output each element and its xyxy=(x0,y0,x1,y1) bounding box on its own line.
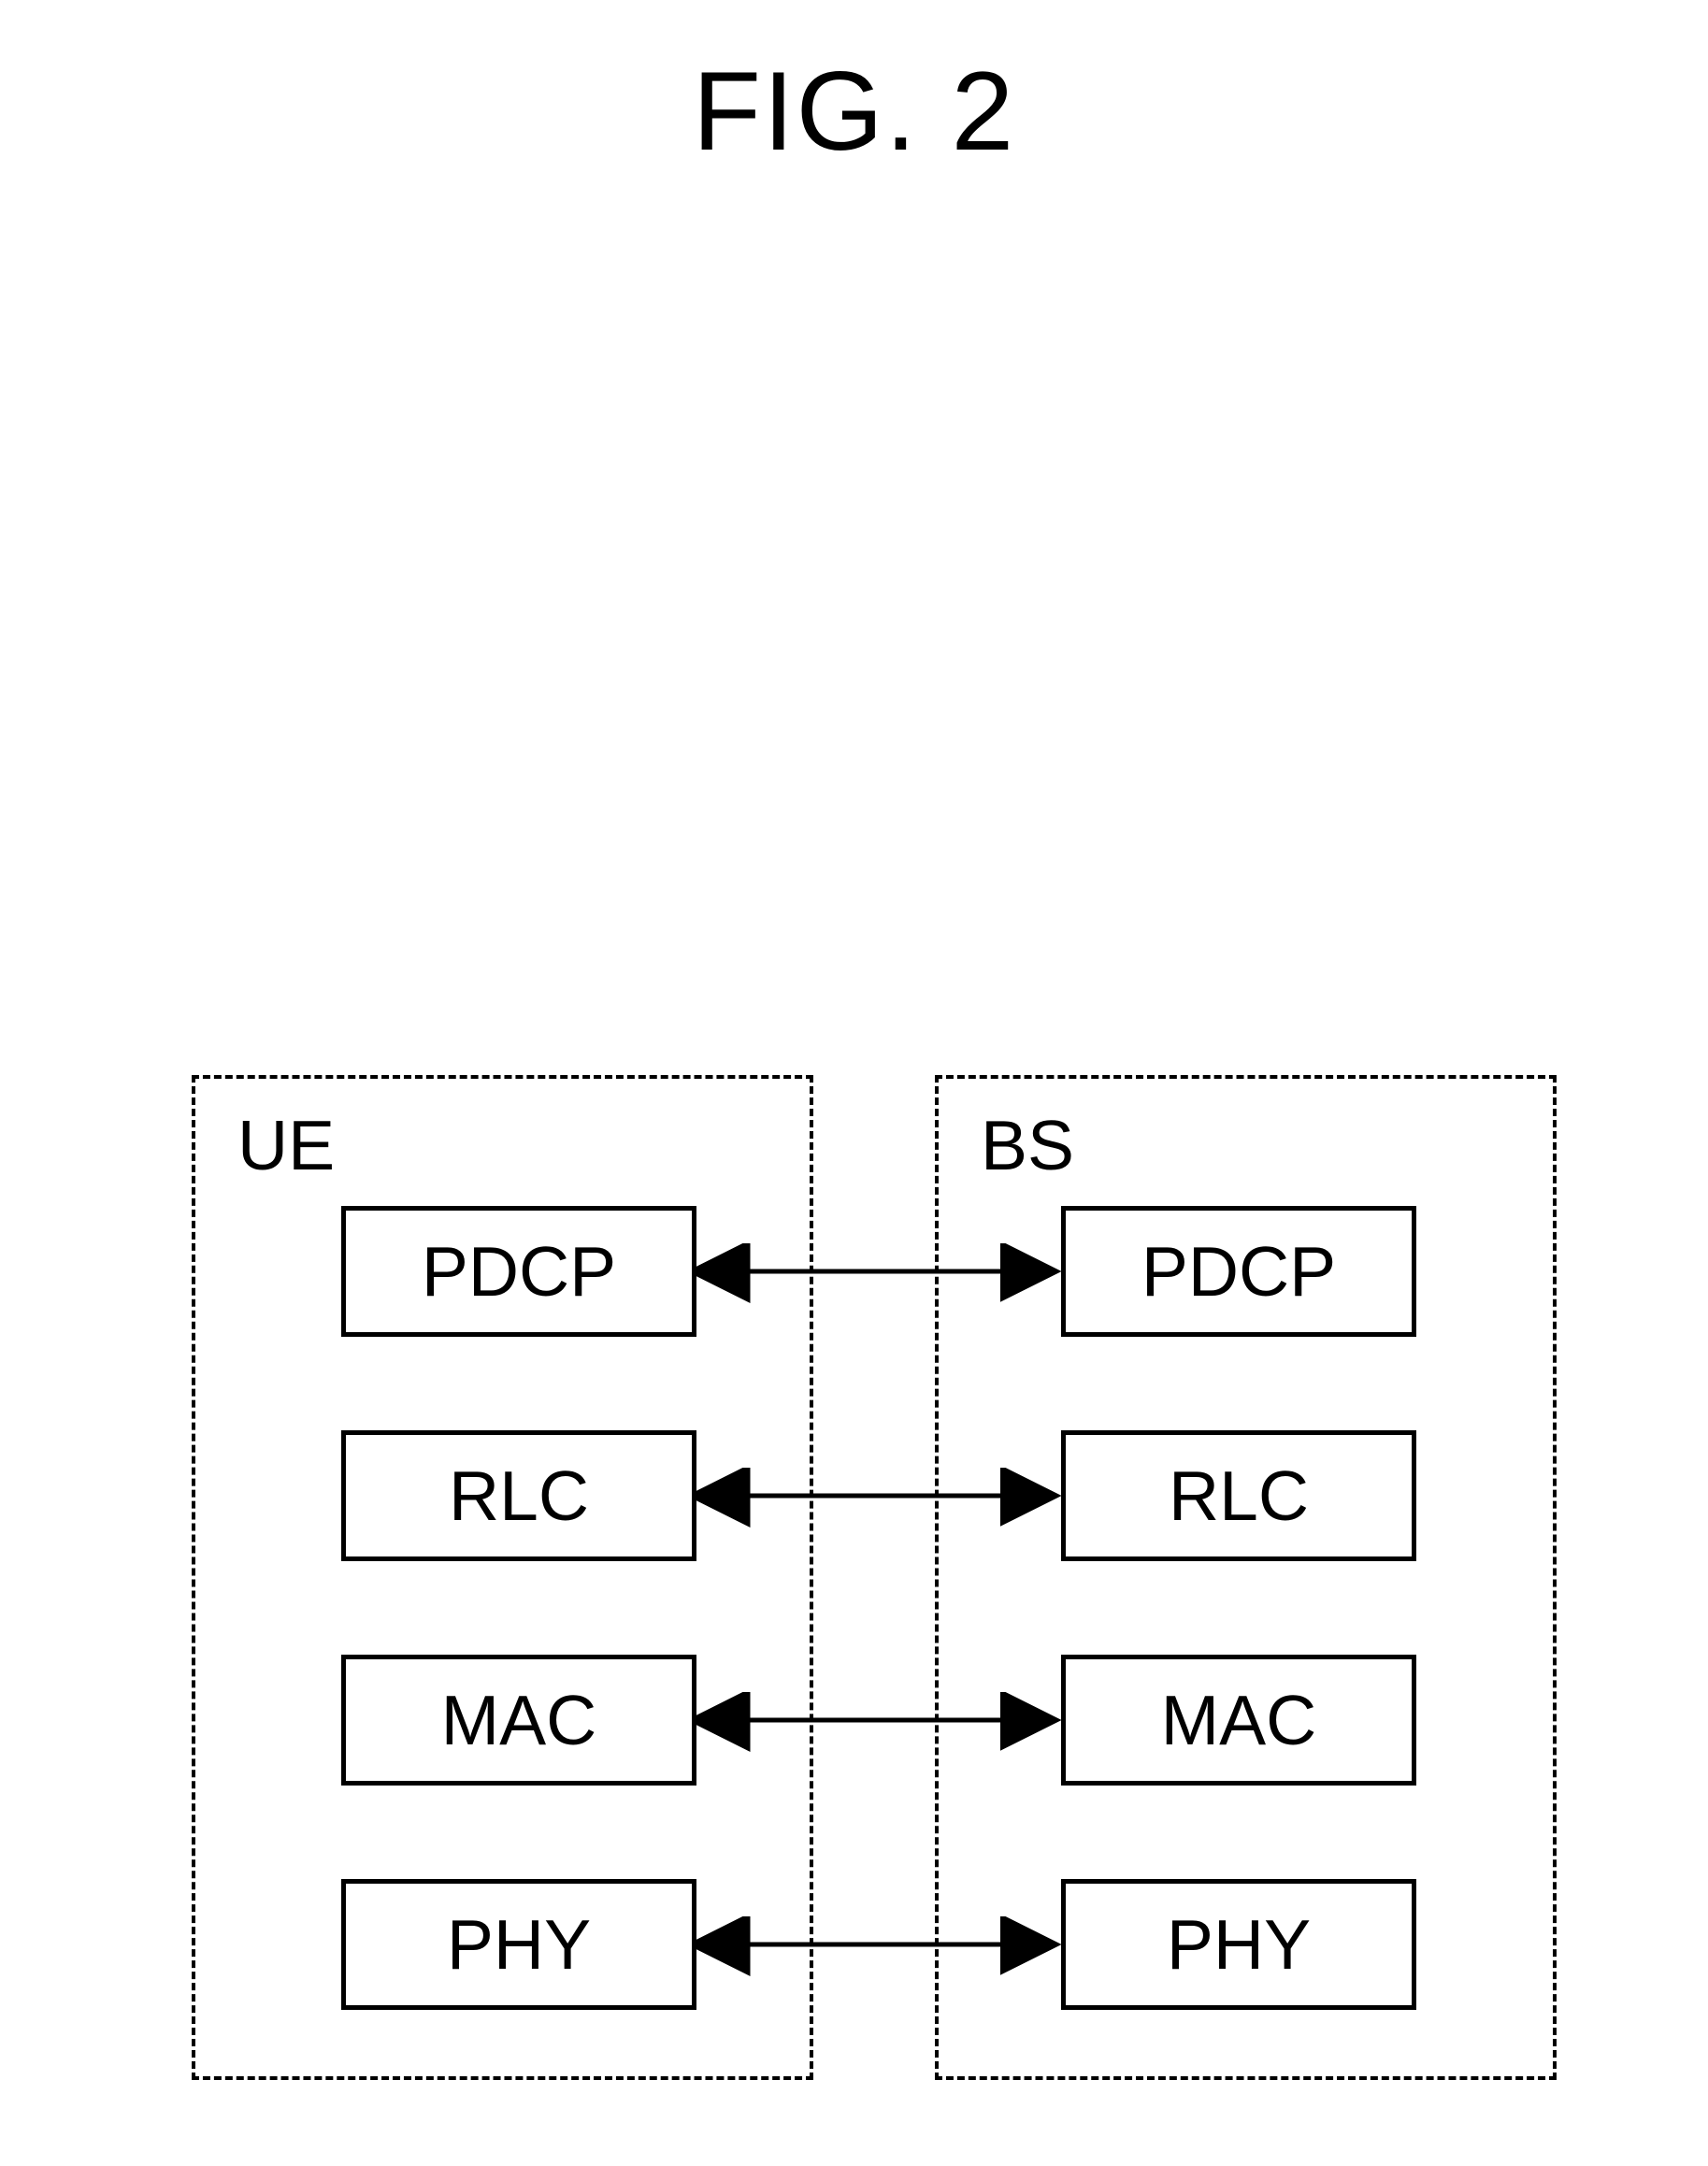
arrows-svg xyxy=(192,1075,1557,2080)
diagram-container: UE BS PDCP RLC MAC PHY PDCP RLC MAC PHY xyxy=(192,1075,1557,2080)
figure-title: FIG. 2 xyxy=(693,47,1015,176)
